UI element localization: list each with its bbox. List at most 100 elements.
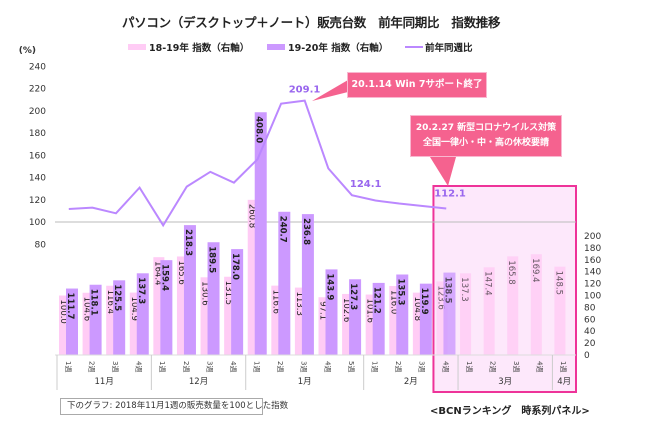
bar-18-19 <box>507 256 519 355</box>
legend-item-19-20: 19-20年 指数（右軸） <box>267 40 388 54</box>
week-label: 1週 <box>370 361 379 372</box>
callout-corona-line2: 全国一律小・中・高の休校要請 <box>422 138 549 148</box>
legend-label: 前年同週比 <box>425 43 473 54</box>
week-label: 4週 <box>229 361 238 372</box>
right-axis-tick: 100 <box>584 292 601 302</box>
month-label: 11月 <box>95 377 114 387</box>
bar-19-20 <box>443 272 456 355</box>
bar-19-20 <box>207 242 220 355</box>
bar-label-18-19: 130.6 <box>200 281 210 305</box>
bar-label-18-19: 102.6 <box>341 298 351 322</box>
bar-19-20 <box>136 273 149 355</box>
left-axis-tick: 200 <box>29 107 46 117</box>
bar-label-18-19: 164.4 <box>152 261 162 285</box>
bar-18-19 <box>200 277 212 355</box>
bar-label-18-19: 137.3 <box>459 277 469 301</box>
left-axis-tick: 220 <box>29 85 46 95</box>
bar-label-19-20: 159.4 <box>159 264 169 291</box>
right-axis-tick: 0 <box>584 351 590 361</box>
month-label: 2月 <box>404 377 418 387</box>
bar-label-18-19: 104.9 <box>129 297 139 321</box>
bar-label-19-20: 236.8 <box>301 218 311 245</box>
bar-19-20 <box>325 269 338 355</box>
callout-corona-line1: 20.2.27 新型コロナウイルス対策 <box>415 123 557 133</box>
bar-label-18-19: 104.8 <box>412 297 422 321</box>
bar-18-19 <box>530 254 542 355</box>
bar-18-19 <box>129 292 141 355</box>
week-label: 5週 <box>347 361 356 372</box>
bar-19-20 <box>183 225 196 355</box>
bar-19-20 <box>66 288 78 355</box>
callout-win7-text: 20.1.14 Win 7サポート終了 <box>351 79 483 90</box>
bar-label-18-19: 97.1 <box>318 301 328 320</box>
bar-label-19-20: 137.3 <box>136 277 146 304</box>
bar-label-19-20: 119.9 <box>419 288 429 315</box>
week-label: 1週 <box>465 361 474 372</box>
legend-swatch-pink <box>128 44 146 50</box>
bar-19-20 <box>160 260 173 355</box>
bar-label-19-20: 121.2 <box>372 287 382 314</box>
month-label: 3月 <box>498 377 512 387</box>
week-label: 3週 <box>205 361 214 372</box>
callout-win7: 20.1.14 Win 7サポート終了 <box>347 72 487 98</box>
bar-18-19 <box>106 285 118 355</box>
right-axis-tick: 160 <box>584 256 601 266</box>
bar-label-18-19: 116.6 <box>270 290 280 314</box>
bar-label-18-19: 116.4 <box>105 290 115 314</box>
bar-19-20 <box>89 284 102 355</box>
bar-label-18-19: 100.0 <box>58 300 68 324</box>
left-axis-tick: 240 <box>29 62 46 72</box>
bar-19-20 <box>301 214 314 355</box>
month-label: 12月 <box>189 377 208 387</box>
bar-19-20 <box>349 279 362 355</box>
left-axis-tick: 100 <box>29 218 46 228</box>
legend-line-swatch <box>405 46 423 48</box>
right-axis-tick: 120 <box>584 280 601 290</box>
note-box: 下のグラフ: 2018年11月1週の販売数量を100とした指数 <box>60 398 288 415</box>
bar-label-19-20: 127.3 <box>348 283 358 310</box>
week-label: 1週 <box>64 361 73 372</box>
bar-label-19-20: 408.0 <box>254 116 264 143</box>
bar-label-19-20: 118.1 <box>89 289 99 316</box>
bar-label-18-19: 147.4 <box>483 271 493 295</box>
bar-19-20 <box>419 283 432 355</box>
line-value-label: 209.1 <box>289 85 321 96</box>
left-axis-tick: 80 <box>35 240 47 250</box>
bar-18-19 <box>176 256 188 355</box>
right-axis-tick: 140 <box>584 268 601 278</box>
bar-label-18-19: 116.0 <box>388 290 398 314</box>
month-label: 4月 <box>557 377 571 387</box>
line-value-label: 124.1 <box>350 179 382 190</box>
legend-label: 19-20年 指数（右軸） <box>288 43 389 54</box>
bar-18-19 <box>82 292 94 355</box>
bar-18-19 <box>554 266 566 355</box>
bar-18-19 <box>483 267 495 355</box>
bar-18-19 <box>412 292 424 355</box>
left-axis-tick: 120 <box>29 196 46 206</box>
bar-19-20 <box>231 249 244 355</box>
bar-19-20 <box>278 211 291 355</box>
bar-label-18-19: 165.8 <box>506 260 516 284</box>
week-label: 2週 <box>276 361 285 372</box>
week-label: 1週 <box>253 361 262 372</box>
legend-item-18-19: 18-19年 指数（右軸） <box>128 40 249 54</box>
bar-18-19 <box>153 257 165 355</box>
right-axis-tick: 80 <box>584 303 596 313</box>
bar-label-19-20: 143.9 <box>325 273 335 300</box>
bar-18-19 <box>271 285 283 355</box>
bar-label-18-19: 148.5 <box>553 271 563 295</box>
week-label: 1週 <box>559 361 568 372</box>
bar-label-19-20: 111.7 <box>65 293 75 320</box>
bar-19-20 <box>396 274 409 355</box>
bar-label-19-20: 178.0 <box>230 253 240 280</box>
right-axis-tick: 40 <box>584 327 596 337</box>
week-label: 4週 <box>135 361 144 372</box>
right-axis-tick: 60 <box>584 315 596 325</box>
right-axis-tick: 180 <box>584 244 601 254</box>
right-axis-tick: 20 <box>584 339 596 349</box>
bar-label-18-19: 131.5 <box>223 281 233 305</box>
right-axis-tick: 200 <box>584 232 601 242</box>
week-label: 4週 <box>323 361 332 372</box>
bar-label-18-19: 101.6 <box>365 299 375 323</box>
bar-label-18-19: 104.6 <box>82 297 92 321</box>
